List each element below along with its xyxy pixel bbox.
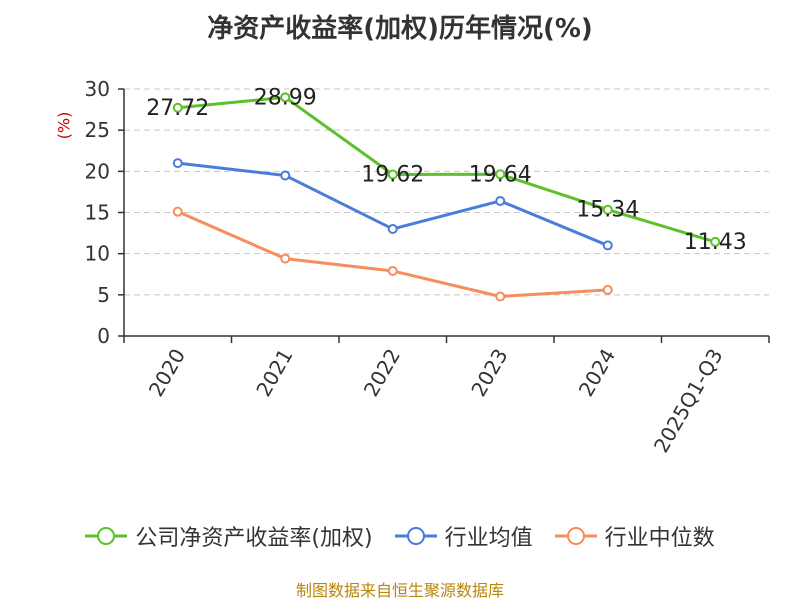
series-2-point-2020: [172, 206, 183, 217]
chart-legend: 公司净资产收益率(加权) 行业均值 行业中位数: [0, 520, 800, 552]
source-note: 制图数据来自恒生聚源数据库: [295, 581, 504, 600]
y-tick-label-0: 0: [97, 324, 110, 348]
series-1-point-2024: [602, 240, 613, 251]
series-line-0: [177, 95, 716, 244]
series-1-point-2021: [280, 170, 291, 181]
data-label-2020: 27.72: [146, 96, 209, 121]
legend-item-company-roe[interactable]: 公司净资产收益率(加权): [85, 520, 373, 552]
series-0-point-2020: [172, 102, 183, 113]
x-tick-label-2021: 2021: [251, 345, 297, 401]
x-tick-label-2025Q1-Q3: 2025Q1-Q3: [649, 345, 728, 457]
y-tick-label-20: 20: [85, 159, 110, 183]
series-2-point-2022: [387, 265, 398, 276]
data-label-2025Q1-Q3: 11.43: [684, 230, 747, 255]
x-tick-label-2024: 2024: [574, 345, 620, 401]
data-label-2024: 15.34: [576, 198, 639, 223]
legend-marker-industry-median: [554, 527, 597, 545]
chart-title: 净资产收益率(加权)历年情况(%): [207, 14, 593, 44]
series-0-point-2023: [495, 169, 506, 180]
legend-marker-company-roe: [85, 527, 128, 545]
legend-label-industry-average: 行业均值: [444, 526, 533, 551]
x-tick-label-2022: 2022: [359, 345, 405, 401]
x-tick-label-2020: 2020: [144, 345, 190, 401]
series-1-point-2023: [495, 195, 506, 206]
legend-item-industry-median[interactable]: 行业中位数: [554, 520, 715, 552]
series-0-point-2022: [387, 169, 398, 180]
legend-marker-industry-average: [394, 527, 437, 545]
legend-label-industry-median: 行业中位数: [604, 526, 715, 551]
y-tick-label-5: 5: [97, 283, 110, 307]
series-2-point-2021: [280, 253, 291, 264]
data-label-2022: 19.62: [361, 162, 424, 187]
y-tick-label-30: 30: [85, 77, 110, 101]
data-label-2023: 19.64: [469, 162, 532, 187]
x-tick-label-2023: 2023: [466, 345, 512, 401]
series-2-point-2024: [602, 284, 613, 295]
legend-label-company-roe: 公司净资产收益率(加权): [135, 526, 373, 551]
series-0-point-2025Q1-Q3: [710, 236, 721, 247]
data-label-2021: 28.99: [254, 85, 317, 110]
series-1-point-2020: [172, 158, 183, 169]
series-2-point-2023: [495, 291, 506, 302]
series-1-point-2022: [387, 223, 398, 234]
y-axis-label: (%): [54, 111, 74, 140]
y-tick-label-10: 10: [85, 242, 110, 266]
series-0-point-2021: [280, 92, 291, 103]
series-0-point-2024: [602, 204, 613, 215]
legend-item-industry-average[interactable]: 行业均值: [394, 520, 533, 552]
y-tick-label-25: 25: [85, 118, 110, 142]
y-tick-label-15: 15: [85, 201, 110, 225]
